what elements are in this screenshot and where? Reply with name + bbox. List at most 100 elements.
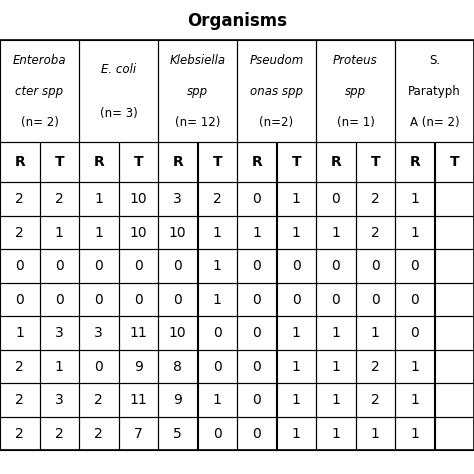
Bar <box>395 417 435 450</box>
Bar <box>237 249 276 283</box>
Text: Paratyph: Paratyph <box>408 85 461 98</box>
Bar <box>118 249 158 283</box>
Text: (n= 3): (n= 3) <box>100 107 137 120</box>
Text: 0: 0 <box>252 326 261 340</box>
Bar <box>198 383 237 417</box>
Text: 10: 10 <box>129 226 147 240</box>
Bar <box>118 142 158 182</box>
Text: 0: 0 <box>331 292 340 307</box>
Bar <box>158 317 198 350</box>
Text: 3: 3 <box>55 393 64 407</box>
Bar <box>276 182 316 216</box>
Text: 10: 10 <box>129 192 147 206</box>
Text: 0: 0 <box>252 393 261 407</box>
Bar <box>237 216 276 249</box>
Bar <box>39 417 79 450</box>
Text: 0: 0 <box>410 326 419 340</box>
Bar <box>39 383 79 417</box>
Text: 1: 1 <box>213 292 222 307</box>
Bar <box>198 283 237 317</box>
Text: 0: 0 <box>15 292 24 307</box>
Bar <box>198 350 237 383</box>
Bar <box>118 216 158 249</box>
Text: 8: 8 <box>173 360 182 374</box>
Bar <box>316 249 356 283</box>
Text: T: T <box>292 155 301 169</box>
Text: 0: 0 <box>213 360 222 374</box>
Bar <box>118 383 158 417</box>
Text: 1: 1 <box>292 360 301 374</box>
Text: 0: 0 <box>410 259 419 273</box>
Bar <box>237 417 276 450</box>
Text: 1: 1 <box>371 427 380 440</box>
Bar <box>39 249 79 283</box>
Text: T: T <box>134 155 143 169</box>
Bar <box>237 182 276 216</box>
Text: 0: 0 <box>371 292 380 307</box>
Text: 2: 2 <box>55 192 64 206</box>
Bar <box>0 182 39 216</box>
Bar <box>435 216 474 249</box>
Text: 0: 0 <box>213 427 222 440</box>
Text: 1: 1 <box>331 427 340 440</box>
Text: 2: 2 <box>213 192 222 206</box>
Bar <box>316 417 356 450</box>
Text: 0: 0 <box>94 259 103 273</box>
Text: 0: 0 <box>173 259 182 273</box>
Text: 1: 1 <box>410 192 419 206</box>
Text: 0: 0 <box>252 192 261 206</box>
Text: 3: 3 <box>94 326 103 340</box>
Text: 0: 0 <box>252 360 261 374</box>
Text: Enteroba: Enteroba <box>13 54 66 67</box>
Bar <box>158 417 198 450</box>
Bar <box>276 142 316 182</box>
Text: 1: 1 <box>331 360 340 374</box>
Text: (n= 1): (n= 1) <box>337 116 374 128</box>
Bar <box>39 182 79 216</box>
Bar <box>356 182 395 216</box>
Bar <box>158 40 237 142</box>
Text: 1: 1 <box>371 326 380 340</box>
Bar <box>79 350 118 383</box>
Bar <box>118 417 158 450</box>
Text: R: R <box>410 155 420 169</box>
Text: spp: spp <box>187 85 208 98</box>
Text: T: T <box>55 155 64 169</box>
Bar <box>395 249 435 283</box>
Bar <box>118 317 158 350</box>
Bar <box>237 383 276 417</box>
Bar <box>395 350 435 383</box>
Bar <box>395 383 435 417</box>
Text: 1: 1 <box>410 226 419 240</box>
Bar <box>198 182 237 216</box>
Bar <box>79 142 118 182</box>
Text: 1: 1 <box>213 393 222 407</box>
Text: 2: 2 <box>371 393 380 407</box>
Text: 9: 9 <box>134 360 143 374</box>
Bar <box>356 383 395 417</box>
Text: Organisms: Organisms <box>187 12 287 30</box>
Text: 1: 1 <box>213 226 222 240</box>
Text: 10: 10 <box>169 226 187 240</box>
Bar <box>435 182 474 216</box>
Text: 0: 0 <box>371 259 380 273</box>
Text: E. coli: E. coli <box>101 63 136 75</box>
Bar <box>435 142 474 182</box>
Bar <box>79 249 118 283</box>
Bar <box>316 283 356 317</box>
Text: Klebsiella: Klebsiella <box>169 54 226 67</box>
Text: 1: 1 <box>292 427 301 440</box>
Bar <box>79 417 118 450</box>
Text: 0: 0 <box>331 192 340 206</box>
Text: 0: 0 <box>292 292 301 307</box>
Bar <box>0 216 39 249</box>
Bar <box>79 40 158 142</box>
Bar <box>356 142 395 182</box>
Bar <box>79 317 118 350</box>
Text: 7: 7 <box>134 427 143 440</box>
Text: cter spp: cter spp <box>16 85 64 98</box>
Text: 1: 1 <box>331 226 340 240</box>
Text: Proteus: Proteus <box>333 54 378 67</box>
Bar <box>356 350 395 383</box>
Text: 11: 11 <box>129 326 147 340</box>
